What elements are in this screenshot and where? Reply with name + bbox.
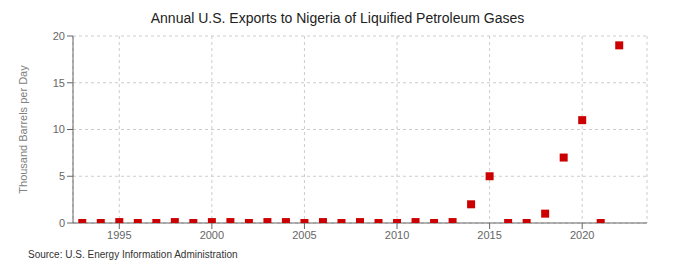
svg-text:2010: 2010 — [385, 229, 409, 241]
svg-text:10: 10 — [53, 123, 65, 135]
html-text:Annual U.S. Exports to Nigeria: Annual U.S. Exports to Nigeria of Liquif… — [150, 10, 525, 26]
svg-text:0: 0 — [59, 217, 65, 229]
svg-text:2000: 2000 — [200, 229, 224, 241]
svg-text:15: 15 — [53, 77, 65, 89]
svg-text:2005: 2005 — [292, 229, 316, 241]
svg-text:2020: 2020 — [570, 229, 594, 241]
svg-text:5: 5 — [59, 170, 65, 182]
html-text:Source: U.S. Energy Informatio: Source: U.S. Energy Information Administ… — [28, 249, 238, 260]
svg-text:1995: 1995 — [107, 229, 131, 241]
svg-text:2015: 2015 — [477, 229, 501, 241]
svg-text:Thousand Barrels per Day: Thousand Barrels per Day — [17, 65, 29, 194]
svg-text:20: 20 — [53, 30, 65, 42]
